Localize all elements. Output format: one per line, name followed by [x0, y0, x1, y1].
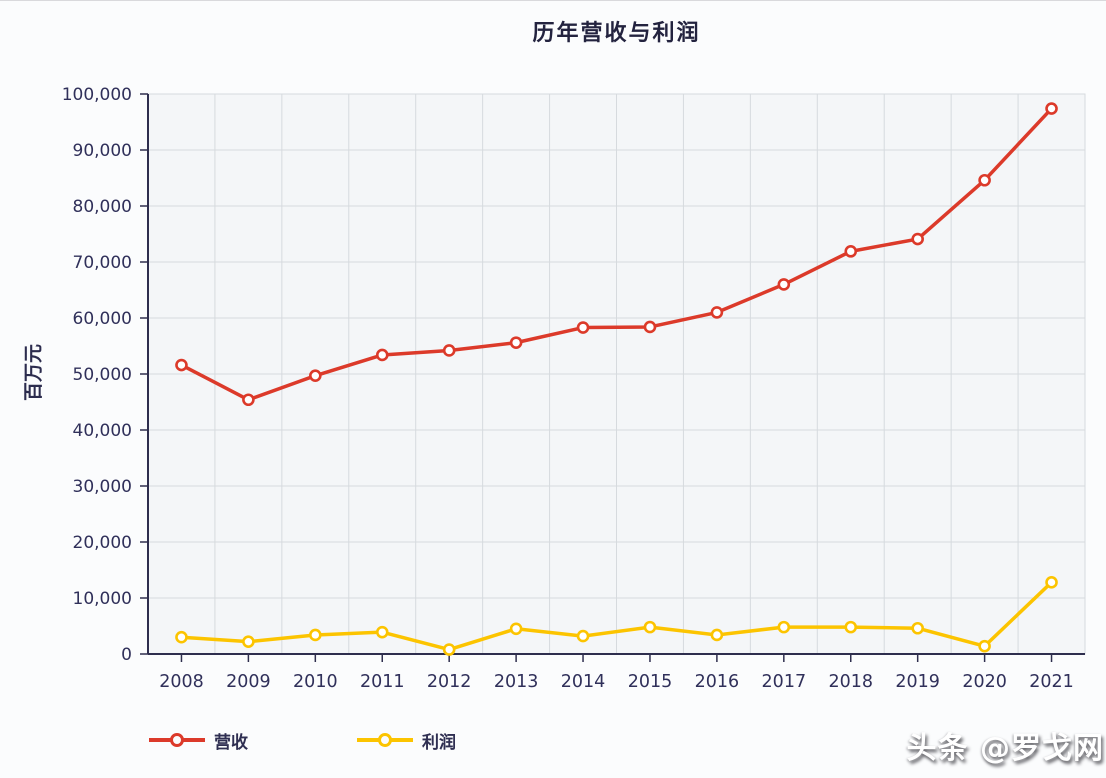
y-axis-tick-label: 50,000: [73, 365, 132, 385]
data-point-利润-2011[interactable]: [375, 625, 389, 639]
x-axis-tick-label: 2019: [895, 672, 940, 692]
x-axis-tick-label: 2011: [360, 672, 405, 692]
data-point-利润-2014[interactable]: [576, 629, 590, 643]
data-point-营收-2020[interactable]: [978, 173, 991, 187]
legend-item-revenue[interactable]: 营收: [148, 728, 248, 753]
chart-legend: 营收 利润: [0, 728, 1106, 756]
chart-title: 历年营收与利润: [532, 21, 701, 46]
data-point-利润-2020[interactable]: [978, 639, 991, 653]
x-axis-tick-label: 2020: [962, 672, 1007, 692]
data-point-利润-2015[interactable]: [643, 620, 657, 634]
data-point-营收-2012[interactable]: [442, 344, 456, 357]
data-point-营收-2008[interactable]: [175, 358, 188, 372]
data-point-利润-2018[interactable]: [844, 620, 858, 634]
data-point-营收-2015[interactable]: [643, 320, 657, 334]
data-point-营收-2018[interactable]: [844, 245, 858, 258]
data-point-利润-2016[interactable]: [710, 628, 724, 642]
legend-label-profit: 利润: [422, 732, 456, 753]
data-point-营收-2017[interactable]: [777, 278, 791, 291]
x-axis-tick-label: 2009: [226, 672, 271, 692]
x-axis-tick-label: 2016: [695, 672, 740, 692]
y-axis-tick-label: 90,000: [73, 141, 132, 161]
data-point-利润-2010[interactable]: [309, 628, 322, 642]
legend-item-profit[interactable]: 利润: [356, 728, 456, 753]
profit-line-icon: [357, 733, 413, 747]
data-point-利润-2019[interactable]: [911, 621, 924, 635]
revenue-line-icon: [149, 733, 205, 747]
legend-label-revenue: 营收: [214, 732, 248, 753]
data-point-利润-2021[interactable]: [1045, 576, 1058, 589]
data-point-营收-2014[interactable]: [576, 321, 590, 334]
x-axis-tick-label: 2010: [293, 672, 338, 692]
x-axis-tick-label: 2008: [159, 672, 204, 692]
x-axis-tick-label: 2018: [828, 672, 873, 692]
x-axis-tick-label: 2014: [561, 672, 606, 692]
y-axis-tick-label: 80,000: [73, 197, 132, 217]
y-axis-tick-label: 40,000: [73, 421, 132, 441]
x-axis-tick-label: 2013: [494, 672, 539, 692]
y-axis-tick-label: 20,000: [73, 533, 132, 553]
data-point-营收-2010[interactable]: [309, 369, 322, 382]
data-point-营收-2019[interactable]: [911, 232, 924, 246]
y-axis-tick-label: 70,000: [73, 253, 132, 273]
data-point-营收-2021[interactable]: [1045, 102, 1058, 115]
data-point-利润-2012[interactable]: [442, 643, 456, 656]
data-point-营收-2011[interactable]: [375, 348, 389, 362]
data-point-利润-2017[interactable]: [777, 620, 791, 634]
y-axis-tick-label: 60,000: [73, 309, 132, 329]
data-point-营收-2016[interactable]: [710, 306, 724, 319]
data-point-利润-2008[interactable]: [175, 630, 188, 644]
data-point-营收-2009[interactable]: [242, 393, 255, 407]
data-point-利润-2013[interactable]: [509, 622, 523, 636]
series-line-营收: [179, 106, 1054, 402]
x-axis-tick-label: 2012: [427, 672, 472, 692]
y-axis-tick-label: 100,000: [62, 85, 132, 105]
x-axis-tick-label: 2015: [628, 672, 673, 692]
watermark-text: 头条 @罗戈网: [906, 731, 1104, 766]
y-axis-tick-label: 30,000: [73, 477, 132, 497]
series-line-利润: [179, 580, 1054, 652]
x-axis-tick-label: 2021: [1029, 672, 1074, 692]
data-point-营收-2013[interactable]: [509, 336, 523, 349]
x-axis-tick-label: 2017: [762, 672, 807, 692]
y-axis-tick-label: 10,000: [73, 589, 132, 609]
data-point-利润-2009[interactable]: [242, 635, 255, 648]
y-axis-tick-label: 0: [121, 645, 132, 665]
